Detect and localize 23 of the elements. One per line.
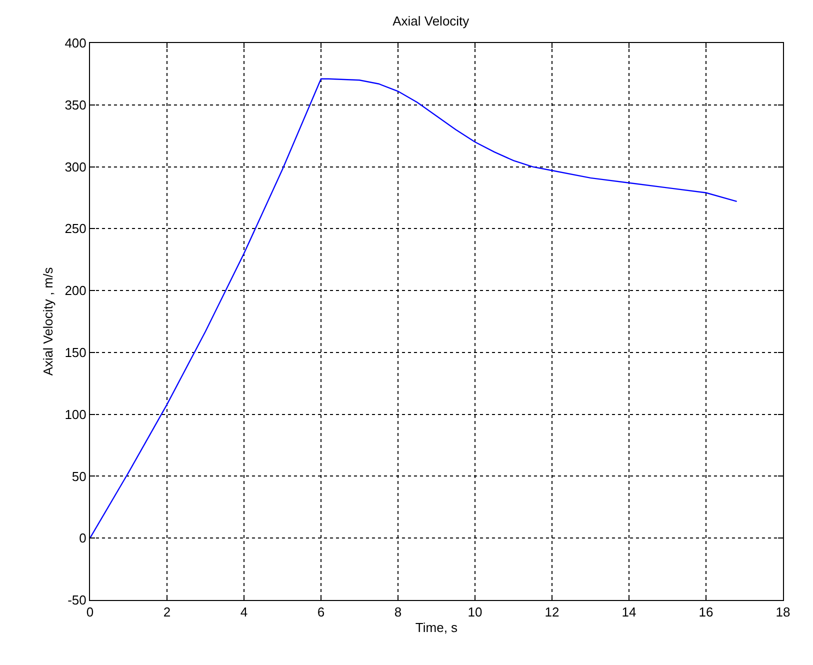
x-tick-label: 4 [240,604,248,620]
y-tick-label: 350 [64,97,86,112]
x-tick-label: 6 [317,604,325,620]
x-tick-label: 18 [776,604,790,620]
x-tick-label: 16 [698,604,714,620]
y-axis-title: Axial Velocity , m/s [40,266,56,376]
x-tick-label: 12 [544,604,560,620]
y-tick-label: 400 [64,36,86,51]
y-tick-label: 300 [64,159,86,174]
y-tick-label: -50 [68,592,86,608]
y-tick-label: 200 [64,283,86,298]
x-axis-title: Time, s [415,620,458,636]
y-tick-label: 100 [64,406,86,422]
y-tick-label: 250 [64,221,86,236]
x-tick-label: 2 [163,604,171,620]
y-tick-label: 0 [79,530,86,546]
x-tick-label: 8 [394,604,402,620]
y-tick-label: 150 [64,344,86,360]
line-series [90,78,738,539]
x-tick-label: 14 [622,604,636,620]
y-tick-label: 50 [72,468,86,484]
x-tick-label: 10 [468,604,482,620]
chart-title: Axial Velocity [392,14,470,29]
